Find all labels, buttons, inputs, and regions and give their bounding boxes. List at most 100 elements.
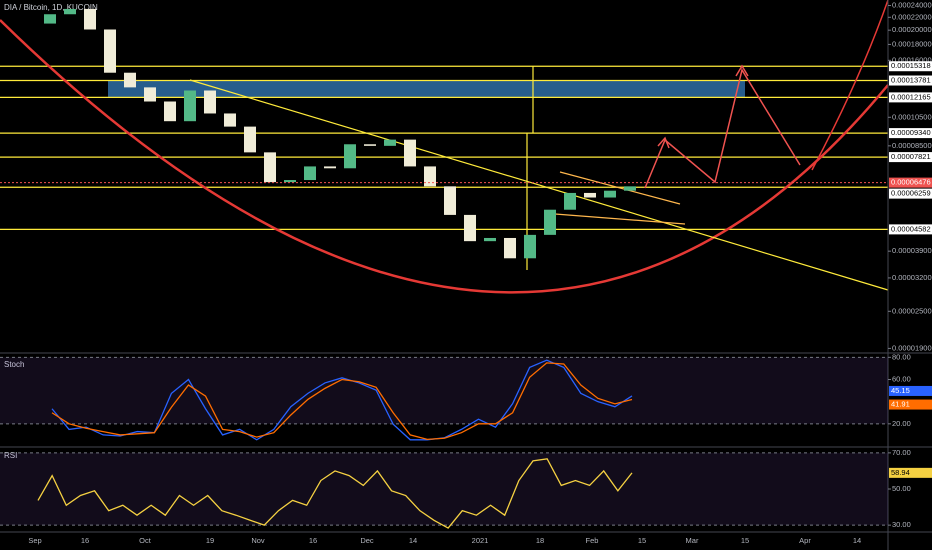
price-label-box (889, 61, 932, 72)
projection-curve (811, 0, 889, 171)
y-tick-label: 0.00010500 (892, 112, 932, 121)
x-tick-label: 18 (536, 536, 544, 545)
band-fill (0, 357, 888, 424)
candle-down (104, 29, 116, 73)
price-label: 0.00006476 (891, 178, 931, 187)
y-tick-label: 0.00008500 (892, 141, 932, 150)
price-label-box (889, 188, 932, 199)
indicator-line (37, 458, 633, 529)
indicator-line (51, 359, 633, 441)
trendline (559, 171, 681, 205)
x-tick-label: 19 (206, 536, 214, 545)
y-tick-label: 0.00002500 (892, 306, 932, 315)
trendline (554, 213, 686, 225)
y-tick-label: 80.00 (892, 352, 911, 361)
price-label-box (889, 75, 932, 86)
y-tick-label: 50.00 (892, 484, 911, 493)
x-tick-label: 15 (638, 536, 646, 545)
supply-zone (108, 80, 745, 98)
candle-up (624, 186, 636, 191)
price-label-box (889, 177, 932, 188)
y-tick-label: 0.00024000 (892, 1, 932, 10)
y-tick-label: 60.00 (892, 374, 911, 383)
x-tick-label: 14 (409, 536, 417, 545)
price-label: 45.15 (891, 386, 910, 395)
candle-down (424, 166, 436, 187)
price-label: 0.00012165 (891, 92, 931, 101)
panel-title: Stoch (4, 360, 24, 369)
candle-down (324, 166, 336, 169)
price-label-box (889, 128, 932, 139)
y-tick-label: 0.00003900 (892, 246, 932, 255)
y-tick-label: 0.00022000 (892, 12, 932, 21)
candle-up (544, 209, 556, 235)
price-label: 41.91 (891, 400, 910, 409)
price-label-box (889, 467, 932, 478)
y-tick-label: 0.00020000 (892, 25, 932, 34)
cup-curve (0, 19, 889, 294)
candle-down (224, 113, 236, 127)
y-tick-label: 20.00 (892, 419, 911, 428)
price-label: 0.00004582 (891, 224, 931, 233)
candle-down (164, 101, 176, 122)
candle-down (504, 237, 516, 259)
candle-down (204, 90, 216, 114)
x-tick-label: 16 (309, 536, 317, 545)
price-label: 0.00009340 (891, 128, 931, 137)
candle-up (524, 234, 536, 259)
y-tick-label: 0.00001900 (892, 343, 932, 352)
price-label-box (889, 92, 932, 103)
candle-down (364, 144, 376, 146)
symbol-title: DIA / Bitcoin, 1D, KUCOIN (4, 3, 98, 12)
candle-down (244, 126, 256, 153)
band-fill (0, 452, 888, 526)
x-tick-label: 14 (853, 536, 861, 545)
price-label: 0.00006259 (891, 189, 931, 198)
candle-up (44, 14, 56, 24)
candle-up (564, 192, 576, 210)
price-label-box (889, 399, 932, 410)
candle-up (304, 166, 316, 181)
candle-down (584, 192, 596, 198)
y-tick-label: 70.00 (892, 448, 911, 457)
candle-down (464, 214, 476, 242)
x-tick-label: 15 (741, 536, 749, 545)
candle-down (444, 186, 456, 215)
price-label-box (889, 385, 932, 396)
x-tick-label: Mar (686, 536, 699, 545)
candle-down (404, 139, 416, 167)
x-tick-label: 2021 (472, 536, 489, 545)
x-tick-label: Nov (251, 536, 265, 545)
y-tick-label: 0.00018000 (892, 39, 932, 48)
price-label-box (889, 224, 932, 235)
x-tick-label: Apr (799, 536, 811, 545)
y-tick-label: 0.00016000 (892, 55, 932, 64)
price-label: 0.00013781 (891, 76, 931, 85)
candle-up (604, 190, 616, 198)
candle-down (264, 152, 276, 183)
indicator-line (51, 362, 633, 441)
price-label: 58.94 (891, 468, 910, 477)
x-tick-label: Oct (139, 536, 152, 545)
x-tick-label: Feb (586, 536, 599, 545)
candle-down (84, 8, 96, 30)
y-tick-label: 30.00 (892, 520, 911, 529)
candle-up (284, 180, 296, 183)
x-tick-label: Dec (360, 536, 374, 545)
candle-up (344, 144, 356, 169)
x-tick-label: 16 (81, 536, 89, 545)
price-label: 0.00015318 (891, 61, 931, 70)
y-tick-label: 0.00003200 (892, 273, 932, 282)
price-label-box (889, 152, 932, 163)
price-label: 0.00007821 (891, 152, 931, 161)
projection-path (644, 68, 801, 189)
arrow-heads (657, 64, 749, 149)
panel-title: RSI (4, 451, 17, 460)
candle-up (384, 139, 396, 146)
candle-down (124, 72, 136, 88)
candle-down (144, 87, 156, 102)
trendline (189, 79, 889, 291)
candle-up (484, 237, 496, 242)
x-tick-label: Sep (28, 536, 41, 545)
